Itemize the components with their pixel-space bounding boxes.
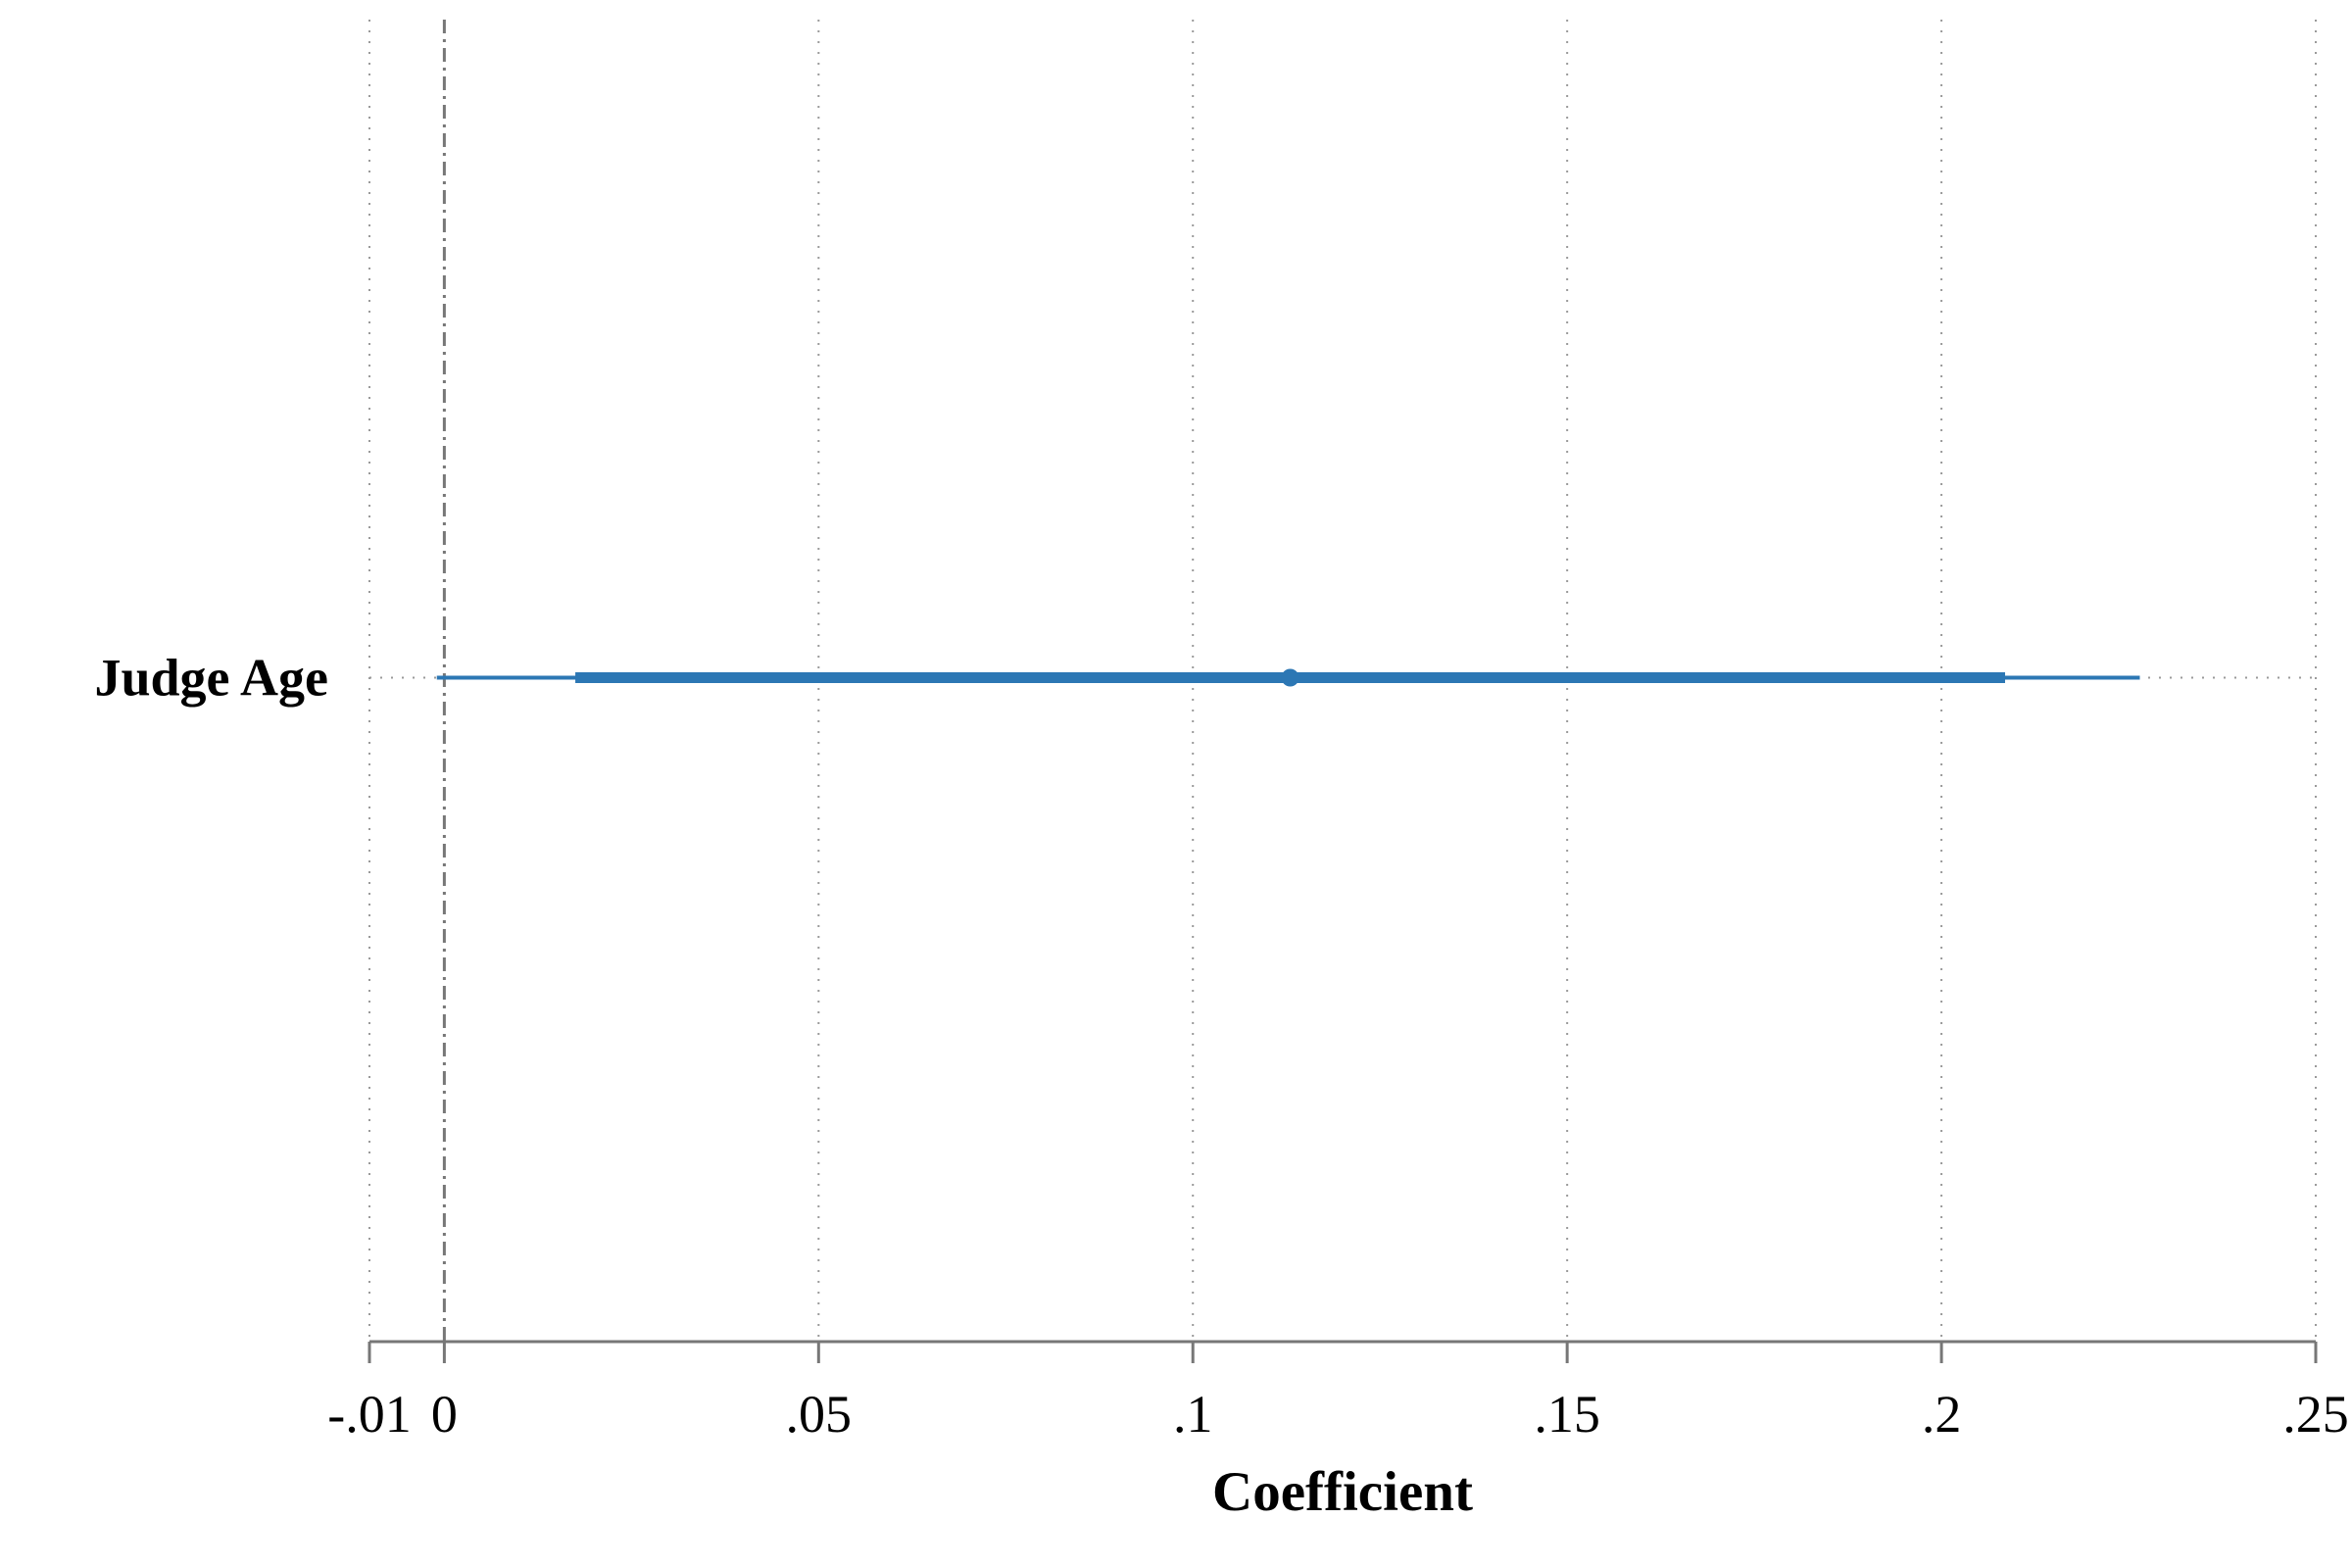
x-tick-label: 0	[431, 1385, 458, 1444]
estimates	[436, 668, 2140, 687]
x-tick-label: .25	[2282, 1385, 2349, 1444]
x-tick-label: .1	[1173, 1385, 1213, 1444]
x-tick-label: .15	[1534, 1385, 1600, 1444]
x-tick-label: -.01	[327, 1385, 411, 1444]
category-label: Judge Age	[94, 649, 328, 708]
point-estimate	[1281, 668, 1299, 687]
x-tick-label: .2	[1922, 1385, 1962, 1444]
x-ticks: -.01 0 .05 .1 .15 .2 .25	[327, 1342, 2349, 1444]
x-tick-label: .05	[786, 1385, 853, 1444]
x-axis-title: Coefficient	[1212, 1461, 1473, 1523]
category-labels: Judge Age	[94, 649, 328, 708]
